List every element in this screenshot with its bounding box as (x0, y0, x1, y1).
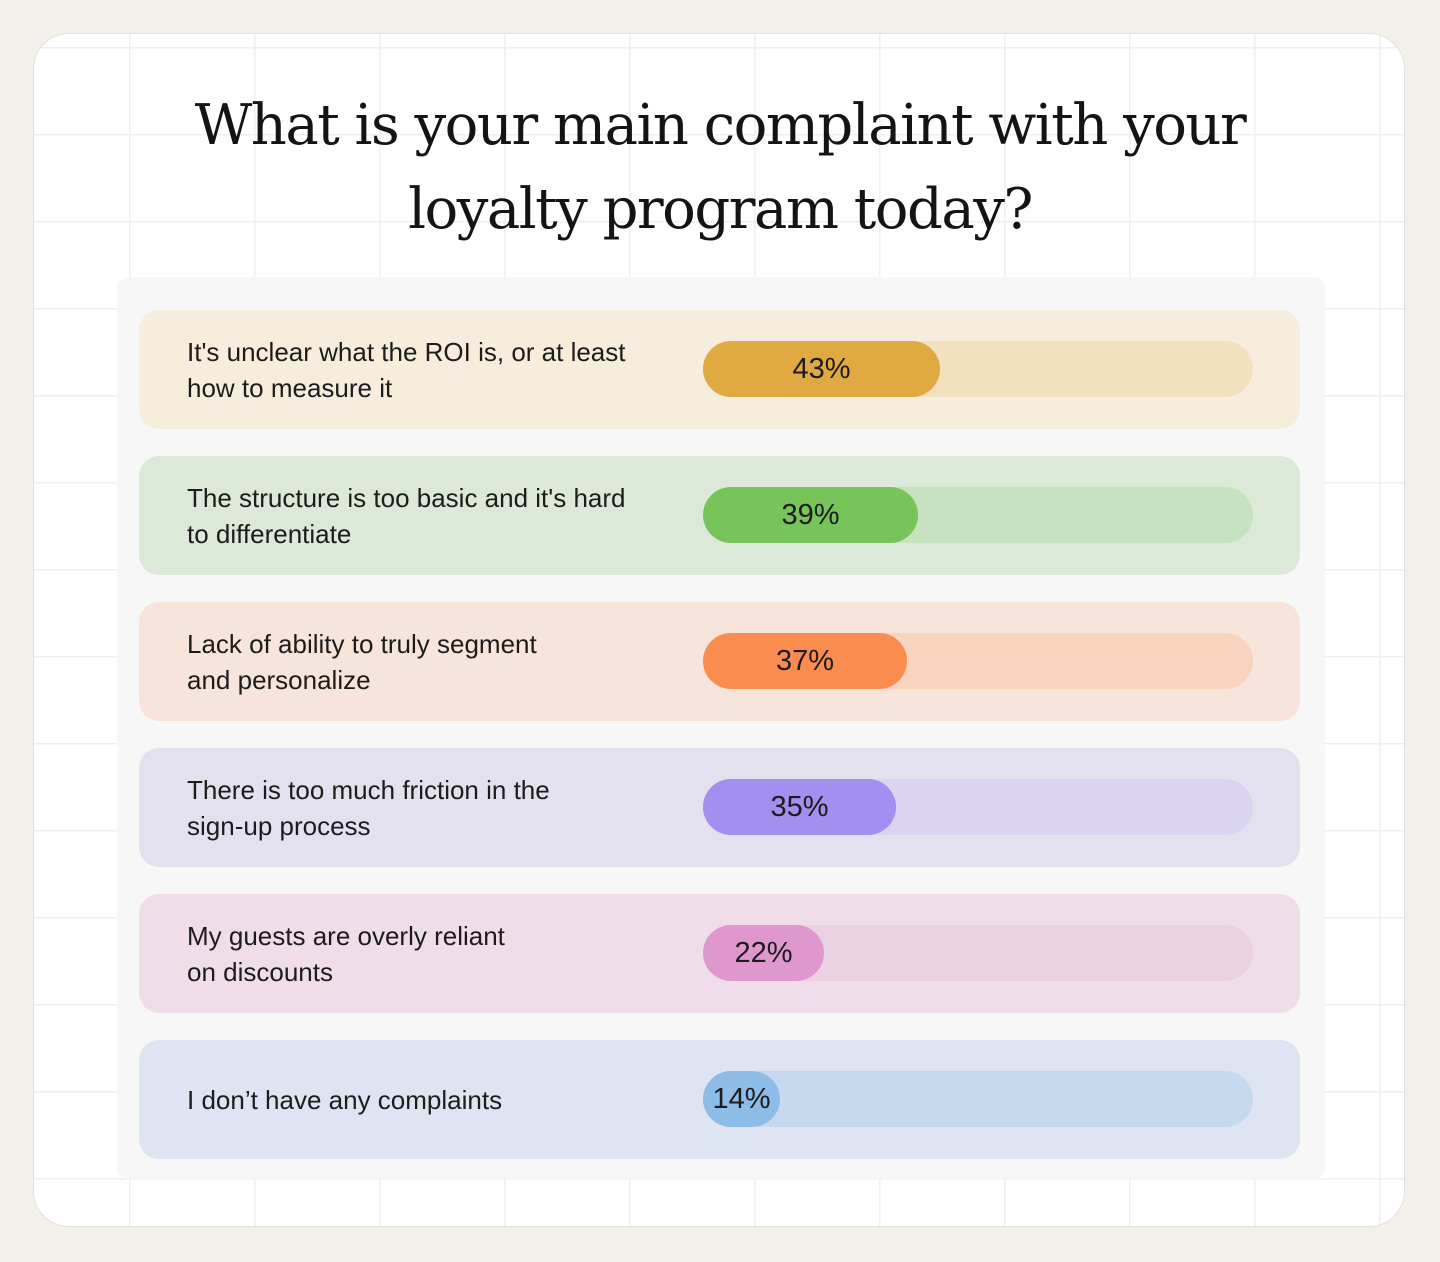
chart-title-line-2: loyalty program today? (408, 177, 1033, 242)
bar-category-label: The structure is too basic and it's hard… (187, 482, 626, 549)
bar-track: 22% (703, 925, 1253, 981)
bar-track: 14% (703, 1071, 1253, 1127)
bar-row: My guests are overly reliant on discount… (139, 894, 1300, 1013)
chart-title-line-1: What is your main complaint with your (194, 93, 1247, 158)
bar-row: There is too much friction in the sign-u… (139, 748, 1300, 867)
bar (703, 633, 907, 689)
bar-track: 35% (703, 779, 1253, 835)
bar-value-label: 22% (734, 936, 793, 969)
bar-value-label: 14% (712, 1082, 771, 1115)
bar-category-label: Lack of ability to truly segment and per… (187, 628, 537, 695)
bar (703, 487, 918, 543)
bar (703, 925, 824, 981)
bar-category-label: There is too much friction in the sign-u… (187, 774, 550, 841)
chart-title: What is your main complaint with your lo… (34, 84, 1404, 252)
bar-row: It's unclear what the ROI is, or at leas… (139, 310, 1300, 429)
bar-category-label: My guests are overly reliant on discount… (187, 920, 505, 987)
bar-value-label: 37% (775, 644, 835, 677)
bar-track: 39% (703, 487, 1253, 543)
bar (703, 779, 896, 835)
bar-track: 43% (703, 341, 1253, 397)
bar-value-label: 35% (770, 790, 829, 823)
bar (703, 341, 940, 397)
bar-category-label: It's unclear what the ROI is, or at leas… (187, 336, 626, 403)
bar-track: 37% (703, 633, 1253, 689)
bar-row: I don’t have any complaints 14% (139, 1040, 1300, 1159)
bar (703, 1071, 780, 1127)
bar-value-label: 39% (781, 498, 840, 531)
chart-card: What is your main complaint with your lo… (33, 33, 1405, 1227)
bar-value-label: 43% (792, 352, 851, 385)
bar-row: Lack of ability to truly segment and per… (139, 602, 1300, 721)
bar-row: The structure is too basic and it's hard… (139, 456, 1300, 575)
bar-category-label: I don’t have any complaints (187, 1084, 503, 1115)
